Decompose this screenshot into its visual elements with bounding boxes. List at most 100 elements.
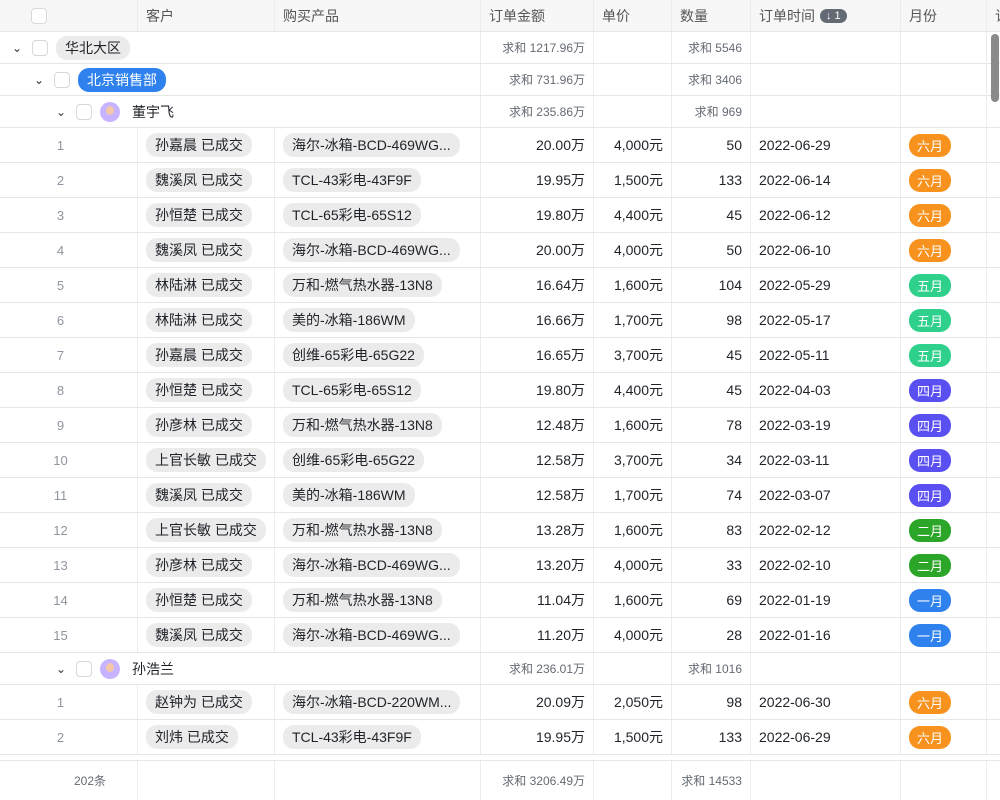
group-label: 北京销售部 [78,67,166,92]
table-row[interactable]: 15 魏溪凤 已成交 海尔-冰箱-BCD-469WG... 11.20万 4,0… [0,618,1000,653]
product-tag[interactable]: TCL-43彩电-43F9F [283,725,421,749]
price-value: 4,000元 [613,242,663,258]
table-row[interactable]: 3 孙恒楚 已成交 TCL-65彩电-65S12 19.80万 4,400元 4… [0,198,1000,233]
table-row[interactable]: 14 孙恒楚 已成交 万和-燃气热水器-13N8 11.04万 1,600元 6… [0,583,1000,618]
table-row[interactable]: 4 魏溪凤 已成交 海尔-冰箱-BCD-469WG... 20.00万 4,00… [0,233,1000,268]
sort-badge[interactable]: ↓ 1 [820,8,847,23]
amount-value: 19.95万 [535,172,585,188]
group-row[interactable]: ⌄ 孙浩兰 求和 236.01万 求和 1016 [0,653,1000,685]
customer-tag[interactable]: 赵钟为 已成交 [146,690,252,714]
customer-tag[interactable]: 孙恒楚 已成交 [146,203,252,227]
column-header-order-time[interactable]: 订单时间 ↓ 1 [751,0,901,31]
product-tag[interactable]: 万和-燃气热水器-13N8 [283,273,442,297]
column-header-product[interactable]: 购买产品 [275,0,481,31]
table-row[interactable]: 11 魏溪凤 已成交 美的-冰箱-186WM 12.58万 1,700元 74 … [0,478,1000,513]
customer-tag[interactable]: 上官长敏 已成交 [146,448,266,472]
product-tag[interactable]: TCL-65彩电-65S12 [283,378,421,402]
product-tag[interactable]: 海尔-冰箱-BCD-220WM... [283,690,461,714]
chevron-down-icon[interactable]: ⌄ [55,104,67,119]
table-row[interactable]: 1 赵钟为 已成交 海尔-冰箱-BCD-220WM... 20.09万 2,05… [0,685,1000,720]
table-row[interactable]: 7 孙嘉晨 已成交 创维-65彩电-65G22 16.65万 3,700元 45… [0,338,1000,373]
chevron-down-icon[interactable]: ⌄ [33,72,45,87]
customer-tag[interactable]: 孙彦林 已成交 [146,413,252,437]
product-tag[interactable]: 美的-冰箱-186WM [283,308,415,332]
table-row[interactable]: 10 上官长敏 已成交 创维-65彩电-65G22 12.58万 3,700元 … [0,443,1000,478]
customer-tag[interactable]: 孙彦林 已成交 [146,553,252,577]
month-tag: 五月 [909,273,952,297]
column-header-customer[interactable]: 客户 [138,0,275,31]
column-header-amount[interactable]: 订单金额 [481,0,594,31]
row-number: 2 [56,172,65,188]
customer-tag[interactable]: 上官长敏 已成交 [146,518,266,542]
order-date: 2022-01-19 [759,592,831,608]
table-row[interactable]: 12 上官长敏 已成交 万和-燃气热水器-13N8 13.28万 1,600元 … [0,513,1000,548]
group-checkbox[interactable] [76,103,92,120]
chevron-down-icon[interactable]: ⌄ [55,661,67,676]
table-row[interactable]: 6 林陆淋 已成交 美的-冰箱-186WM 16.66万 1,700元 98 2… [0,303,1000,338]
customer-tag[interactable]: 孙恒楚 已成交 [146,588,252,612]
column-header-quantity[interactable]: 数量 [672,0,751,31]
group-row[interactable]: ⌄ 董宇飞 求和 235.86万 求和 969 [0,96,1000,128]
price-cell: 4,000元 [594,233,672,267]
quantity-cell: 69 [672,583,751,617]
product-tag[interactable]: 创维-65彩电-65G22 [283,448,424,472]
customer-tag[interactable]: 魏溪凤 已成交 [146,483,252,507]
row-number: 12 [53,522,68,538]
month-tag: 二月 [909,518,952,542]
table-row[interactable]: 5 林陆淋 已成交 万和-燃气热水器-13N8 16.64万 1,600元 10… [0,268,1000,303]
customer-tag[interactable]: 魏溪凤 已成交 [146,168,252,192]
table-row[interactable]: 13 孙彦林 已成交 海尔-冰箱-BCD-469WG... 13.20万 4,0… [0,548,1000,583]
row-number: 2 [56,729,65,745]
customer-tag[interactable]: 孙恒楚 已成交 [146,378,252,402]
column-label: 订单金额 [489,7,545,24]
month-cell: 六月 [901,163,987,197]
group-checkbox[interactable] [32,39,48,56]
table-row[interactable]: 9 孙彦林 已成交 万和-燃气热水器-13N8 12.48万 1,600元 78… [0,408,1000,443]
group-row[interactable]: ⌄ 北京销售部 求和 731.96万 求和 3406 [0,64,1000,96]
order-date: 2022-05-11 [759,347,830,363]
table-row[interactable]: 2 魏溪凤 已成交 TCL-43彩电-43F9F 19.95万 1,500元 1… [0,163,1000,198]
order-date: 2022-01-16 [759,627,831,643]
order-date: 2022-06-29 [759,137,831,153]
chevron-down-icon[interactable]: ⌄ [11,40,23,55]
price-value: 3,700元 [613,452,663,468]
order-time-cell: 2022-02-12 [751,513,901,547]
customer-tag[interactable]: 林陆淋 已成交 [146,273,252,297]
select-all-checkbox[interactable] [31,7,47,24]
product-tag[interactable]: 海尔-冰箱-BCD-469WG... [283,133,460,157]
product-tag[interactable]: TCL-43彩电-43F9F [283,168,421,192]
group-amount-sum: 求和 731.96万 [508,73,585,87]
column-header-month[interactable]: 月份 [901,0,987,31]
vertical-scrollbar[interactable] [991,34,999,102]
customer-tag[interactable]: 魏溪凤 已成交 [146,623,252,647]
customer-tag[interactable]: 魏溪凤 已成交 [146,238,252,262]
table-row[interactable]: 1 孙嘉晨 已成交 海尔-冰箱-BCD-469WG... 20.00万 4,00… [0,128,1000,163]
product-tag[interactable]: TCL-65彩电-65S12 [283,203,421,227]
table-row[interactable]: 2 刘炜 已成交 TCL-43彩电-43F9F 19.95万 1,500元 13… [0,720,1000,755]
product-tag[interactable]: 美的-冰箱-186WM [283,483,415,507]
customer-tag[interactable]: 刘炜 已成交 [146,725,238,749]
column-header-price[interactable]: 单价 [594,0,672,31]
group-row[interactable]: ⌄ 华北大区 求和 1217.96万 求和 5546 [0,32,1000,64]
group-checkbox[interactable] [54,71,70,88]
product-cell: TCL-65彩电-65S12 [275,373,481,407]
row-number-cell: 11 [0,478,138,512]
product-tag[interactable]: 万和-燃气热水器-13N8 [283,413,442,437]
quantity-value: 33 [726,557,742,573]
customer-tag[interactable]: 孙嘉晨 已成交 [146,133,252,157]
customer-tag[interactable]: 林陆淋 已成交 [146,308,252,332]
table-row[interactable]: 8 孙恒楚 已成交 TCL-65彩电-65S12 19.80万 4,400元 4… [0,373,1000,408]
product-tag[interactable]: 万和-燃气热水器-13N8 [283,518,442,542]
product-tag[interactable]: 海尔-冰箱-BCD-469WG... [283,238,460,262]
product-tag[interactable]: 海尔-冰箱-BCD-469WG... [283,623,460,647]
row-number: 15 [53,627,68,643]
product-tag[interactable]: 创维-65彩电-65G22 [283,343,424,367]
price-cell: 1,600元 [594,583,672,617]
partial-cell [987,685,1000,719]
month-cell: 四月 [901,443,987,477]
group-checkbox[interactable] [76,660,92,677]
customer-tag[interactable]: 孙嘉晨 已成交 [146,343,252,367]
product-tag[interactable]: 万和-燃气热水器-13N8 [283,588,442,612]
product-tag[interactable]: 海尔-冰箱-BCD-469WG... [283,553,460,577]
column-header-partial[interactable]: 订 [987,0,1000,31]
